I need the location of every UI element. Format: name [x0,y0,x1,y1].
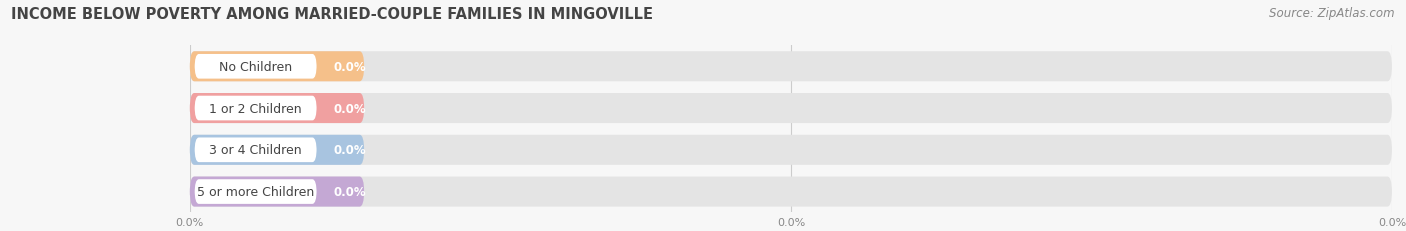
FancyBboxPatch shape [190,177,364,207]
Text: 0.0%: 0.0% [333,144,366,157]
Text: No Children: No Children [219,61,292,73]
FancyBboxPatch shape [190,52,364,82]
Text: 0.0%: 0.0% [333,102,366,115]
FancyBboxPatch shape [194,96,316,121]
Text: 1 or 2 Children: 1 or 2 Children [209,102,302,115]
FancyBboxPatch shape [190,177,1392,207]
FancyBboxPatch shape [194,138,316,162]
Text: 0.0%: 0.0% [333,185,366,198]
FancyBboxPatch shape [190,135,1392,165]
Text: INCOME BELOW POVERTY AMONG MARRIED-COUPLE FAMILIES IN MINGOVILLE: INCOME BELOW POVERTY AMONG MARRIED-COUPL… [11,7,654,22]
FancyBboxPatch shape [190,52,1392,82]
Text: 5 or more Children: 5 or more Children [197,185,315,198]
Text: Source: ZipAtlas.com: Source: ZipAtlas.com [1270,7,1395,20]
FancyBboxPatch shape [194,179,316,204]
Text: 3 or 4 Children: 3 or 4 Children [209,144,302,157]
FancyBboxPatch shape [190,94,1392,124]
Text: 0.0%: 0.0% [333,61,366,73]
FancyBboxPatch shape [190,135,364,165]
FancyBboxPatch shape [194,55,316,79]
FancyBboxPatch shape [190,94,364,124]
